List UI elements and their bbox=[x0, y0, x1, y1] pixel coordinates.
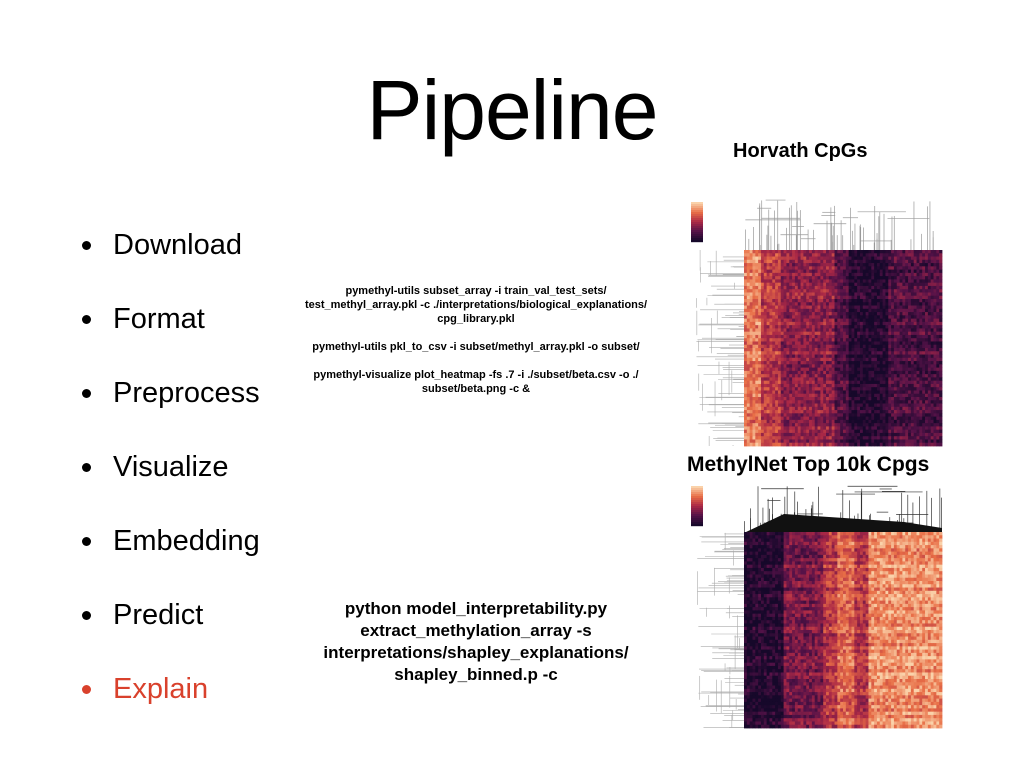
bullet-dot bbox=[82, 240, 91, 250]
step-label: Predict bbox=[113, 599, 204, 631]
command-line: extract_methylation_array -s bbox=[360, 621, 592, 640]
preprocess-commands: pymethyl-utils subset_array -i train_val… bbox=[268, 284, 684, 396]
command-line: interpretations/shapley_explanations/ bbox=[323, 643, 629, 662]
step-predict: Predict bbox=[82, 578, 260, 652]
step-visualize: Visualize bbox=[82, 430, 260, 504]
command-line: pymethyl-visualize plot_heatmap -fs .7 -… bbox=[313, 369, 639, 381]
step-label: Download bbox=[113, 229, 242, 261]
bullet-dot bbox=[82, 610, 91, 620]
pipeline-steps-list: Download Format Preprocess Visualize Emb… bbox=[82, 208, 260, 726]
command-line: shapley_binned.p -c bbox=[394, 665, 558, 684]
step-label: Embedding bbox=[113, 525, 260, 557]
heatmap-title-horvath: Horvath CpGs bbox=[733, 140, 868, 162]
slide-title: Pipeline bbox=[366, 63, 659, 157]
command-line: pymethyl-utils pkl_to_csv -i subset/meth… bbox=[312, 341, 640, 353]
step-format: Format bbox=[82, 282, 260, 356]
step-download: Download bbox=[82, 208, 260, 282]
bullet-dot bbox=[82, 388, 91, 398]
step-label: Preprocess bbox=[113, 377, 260, 409]
bullet-dot bbox=[82, 462, 91, 472]
heatmap-title-methylnet: MethylNet Top 10k Cpgs bbox=[687, 453, 930, 476]
command-line: python model_interpretability.py bbox=[344, 599, 608, 618]
step-label: Explain bbox=[113, 673, 209, 705]
command-line: pymethyl-utils subset_array -i train_val… bbox=[345, 285, 607, 297]
bullet-dot bbox=[82, 684, 91, 694]
step-label: Visualize bbox=[113, 451, 229, 483]
step-explain: Explain bbox=[82, 652, 260, 726]
step-label: Format bbox=[113, 303, 205, 335]
command-line: test_methyl_array.pkl -c ./interpretatio… bbox=[304, 299, 648, 311]
step-preprocess: Preprocess bbox=[82, 356, 260, 430]
command-line: cpg_library.pkl bbox=[437, 313, 515, 325]
bullet-dot bbox=[82, 536, 91, 546]
command-line: subset/beta.png -c & bbox=[421, 383, 531, 395]
heatmap-horvath-image bbox=[691, 199, 943, 447]
bullet-dot bbox=[82, 314, 91, 324]
explain-commands: python model_interpretability.py extract… bbox=[298, 598, 654, 686]
step-embedding: Embedding bbox=[82, 504, 260, 578]
heatmap-methylnet-image bbox=[691, 485, 943, 729]
